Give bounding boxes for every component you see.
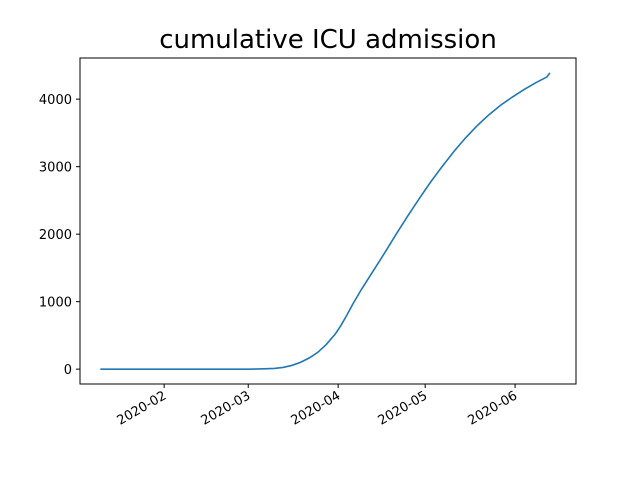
series-line — [100, 72, 551, 370]
y-tick-label: 4000 — [39, 93, 72, 108]
y-tick-label: 2000 — [39, 228, 72, 243]
y-tick-label: 3000 — [39, 161, 72, 176]
chart-title: cumulative ICU admission — [159, 25, 497, 55]
y-tick-label: 1000 — [39, 296, 72, 311]
y-tick-label: 0 — [64, 363, 72, 378]
plot-area — [79, 57, 577, 385]
y-axis: 0 1000 2000 3000 4000 — [39, 93, 80, 378]
